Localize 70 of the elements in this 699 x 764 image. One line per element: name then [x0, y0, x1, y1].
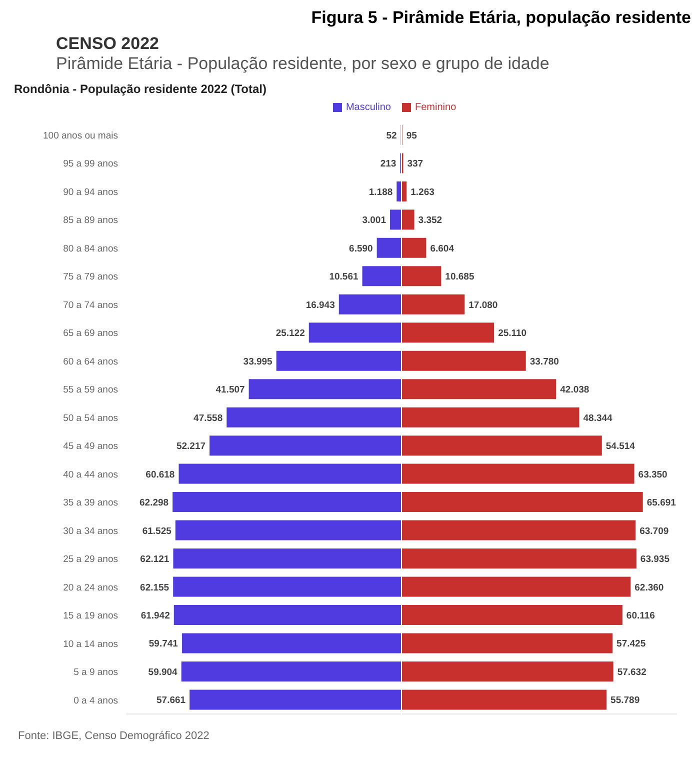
data-label: 55.789: [610, 695, 640, 706]
y-tick-label: 10 a 14 anos: [63, 638, 118, 650]
data-label: 1.263: [410, 186, 434, 198]
legend-label: Feminino: [415, 102, 456, 113]
data-label: 48.344: [583, 412, 614, 424]
data-label: 57.661: [156, 695, 186, 706]
y-tick-label: 85 a 89 anos: [63, 215, 118, 226]
y-tick-label: 55 a 59 anos: [63, 384, 118, 396]
y-tick-label: 30 a 34 anos: [63, 526, 118, 537]
data-label: 6.590: [349, 243, 373, 254]
data-label: 59.904: [148, 666, 178, 678]
data-label: 17.080: [468, 300, 498, 311]
y-tick-label: 35 a 39 anos: [63, 498, 118, 509]
data-label: 63.709: [640, 526, 669, 537]
data-label: 6.604: [430, 243, 455, 254]
data-label: 62.155: [140, 582, 170, 594]
legend-label: Masculino: [346, 102, 391, 113]
data-label: 63.350: [638, 469, 668, 480]
data-label: 57.632: [617, 666, 646, 678]
data-label: 3.001: [362, 215, 387, 226]
y-tick-label: 65 a 69 anos: [63, 328, 118, 340]
y-tick-label: 60 a 64 anos: [63, 356, 118, 368]
data-label: 33.995: [243, 356, 274, 368]
data-label: 213: [380, 158, 396, 170]
data-label: 52: [386, 130, 397, 142]
text: Figura 5 - Pirâmide Etária, população residente: [310, 8, 691, 28]
data-label: 41.507: [216, 384, 245, 396]
data-label: 62.360: [634, 582, 664, 594]
y-tick-label: 45 a 49 anos: [63, 441, 118, 452]
y-tick-label: 70 a 74 anos: [63, 300, 118, 311]
chart-subtitle: Pirâmide Etária - População residente, por sexo e grupo de idade: [56, 54, 550, 74]
data-label: 337: [407, 158, 424, 170]
data-label: 61.942: [140, 610, 170, 622]
source-note: Fonte: IBGE, Censo Demográfico 2022: [18, 730, 210, 742]
data-label: 42.038: [560, 384, 590, 396]
data-label: 16.943: [306, 300, 335, 311]
data-label: 47.558: [194, 412, 223, 424]
data-label: 57.425: [616, 638, 646, 650]
data-label: 60.618: [146, 469, 175, 480]
data-label: 62.121: [140, 554, 170, 566]
y-tick-label: 40 a 44 anos: [63, 469, 118, 480]
data-label: 10.561: [329, 272, 359, 283]
y-tick-label: 50 a 54 anos: [63, 412, 118, 424]
data-label: 60.116: [626, 610, 655, 622]
data-label: 65.691: [646, 498, 677, 509]
data-label: 59.741: [148, 638, 179, 650]
y-tick-label: 5 a 9 anos: [74, 667, 118, 678]
data-label: 62.298: [140, 498, 169, 509]
y-tick-label: 95 a 99 anos: [63, 158, 118, 170]
data-label: 63.935: [640, 554, 670, 566]
y-tick-label: 75 a 79 anos: [63, 272, 118, 283]
text: Rondônia - População residente 2022 (Total): [14, 82, 268, 96]
y-tick-label: 80 a 84 anos: [63, 243, 118, 254]
data-label: 54.514: [606, 441, 636, 452]
data-label: 1.188: [368, 186, 393, 198]
data-label: 52.217: [176, 441, 206, 452]
y-tick-label: 15 a 19 anos: [63, 610, 118, 622]
data-label: 10.685: [445, 272, 475, 283]
y-tick-label: 0 a 4 anos: [74, 695, 118, 706]
y-tick-label: 25 a 29 anos: [63, 554, 118, 566]
y-tick-label: 20 a 24 anos: [63, 582, 118, 594]
data-label: 25.122: [276, 328, 305, 340]
data-label: 95: [406, 130, 418, 142]
data-label: 25.110: [498, 328, 527, 340]
data-label: 3.352: [418, 215, 442, 226]
chart-title: CENSO 2022: [56, 34, 160, 54]
data-label: 61.525: [142, 526, 172, 537]
data-label: 33.780: [530, 356, 559, 368]
y-tick-label: 90 a 94 anos: [63, 186, 118, 198]
y-tick-label: 100 anos ou mais: [43, 130, 118, 142]
